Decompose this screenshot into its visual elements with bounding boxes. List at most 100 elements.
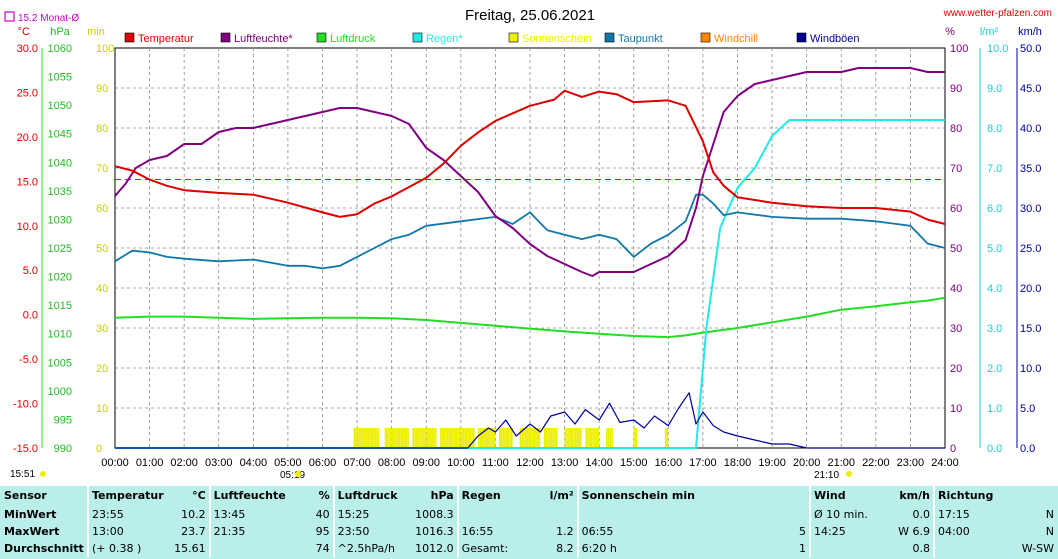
sunshine-bar — [415, 428, 418, 448]
wind-value: 0.8 — [912, 541, 931, 555]
percent-tick-label: 40 — [950, 283, 962, 295]
time-tick-label: 12:00 — [516, 457, 544, 469]
sunshine-bar — [606, 428, 608, 448]
sunshine-bar — [478, 428, 480, 448]
sunshine-bar — [398, 428, 401, 448]
percent-tick-label: 70 — [950, 163, 962, 175]
wind-tick-label: 5.0 — [1020, 403, 1035, 415]
rain-time: Gesamt: — [456, 540, 527, 557]
time-tick-label: 17:00 — [689, 457, 717, 469]
hdr-press: Luftdruck — [332, 486, 411, 506]
time-tick-label: 24:00 — [931, 457, 959, 469]
sunshine-bar — [543, 428, 546, 448]
dir-value: N — [1045, 524, 1054, 538]
sunshine-bar — [633, 428, 636, 448]
sunshine-bar — [576, 428, 579, 448]
celsius-tick-label: 25.0 — [17, 87, 38, 99]
sunshine-bar — [564, 428, 567, 448]
press-value: 1012.0 — [415, 541, 454, 555]
hdr-rain-unit: l/m² — [549, 489, 574, 502]
sunshine-bar — [362, 428, 364, 448]
sunshine-bar — [552, 428, 555, 448]
percent-tick-label: 30 — [950, 323, 962, 335]
hpa-tick-label: 1015 — [48, 300, 72, 312]
time-tick-label: 06:00 — [309, 457, 337, 469]
press-time: 23:50 — [332, 523, 411, 540]
hpa-tick-label: 1025 — [48, 243, 72, 255]
time-tick-label: 16:00 — [655, 457, 683, 469]
stats-header-row: Sensor Temperatur °C Luftfeuchte % Luftd… — [1, 486, 1057, 506]
sunshine-tick-label: 10 — [96, 403, 108, 415]
rain-tick-label: 5.0 — [987, 243, 1002, 255]
hpa-tick-label: 995 — [54, 414, 72, 426]
time-tick-label: 11:00 — [482, 457, 509, 469]
wind-time: Ø 10 min. — [809, 506, 887, 523]
dir-time: 17:15 — [933, 506, 1011, 523]
rain-tick-label: 8.0 — [987, 123, 1002, 135]
sunshine-bar — [355, 428, 357, 448]
sunrise-icon — [295, 471, 301, 477]
rain-tick-label: 1.0 — [987, 403, 1002, 415]
sunshine-bar — [573, 428, 575, 448]
rain-tick-label: 6.0 — [987, 203, 1002, 215]
hdr-rain: Regen — [456, 486, 527, 506]
sunshine-bar — [538, 428, 541, 448]
sunshine-bar — [374, 428, 376, 448]
sunshine-bar — [571, 428, 574, 448]
sunshine-bar — [550, 428, 553, 448]
rain-time — [456, 506, 527, 523]
sunshine-bar — [448, 428, 451, 448]
sunshine-bar — [509, 428, 511, 448]
sunshine-bar — [607, 428, 610, 448]
sunshine-bar — [429, 428, 432, 448]
sunshine-bar — [377, 428, 380, 448]
sunshine-bar — [357, 428, 359, 448]
hdr-sensor: Sensor — [4, 489, 47, 502]
sunshine-bar — [555, 428, 558, 448]
sunshine-bar — [593, 428, 596, 448]
sunshine-bar — [414, 428, 416, 448]
hdr-hum-unit: % — [318, 489, 330, 502]
sunshine-bar — [467, 428, 470, 448]
sunshine-bar — [372, 428, 375, 448]
dir-time — [933, 540, 1011, 557]
sunshine-bar — [421, 428, 423, 448]
sunshine-bar — [434, 428, 437, 448]
sun-time — [576, 506, 753, 523]
wind-tick-label: 30.0 — [1020, 203, 1041, 215]
sunshine-bar — [367, 428, 370, 448]
sunshine-bar — [488, 428, 491, 448]
sunshine-bar — [457, 428, 459, 448]
celsius-tick-label: 10.0 — [17, 221, 38, 233]
sunshine-bar — [578, 428, 581, 448]
sunshine-bar — [585, 428, 587, 448]
sunshine-bar — [531, 428, 534, 448]
hum-time: 21:35 — [208, 523, 297, 540]
hdr-wind-unit: km/h — [899, 489, 930, 502]
sunshine-bar — [504, 428, 506, 448]
statistics-table: Sensor Temperatur °C Luftfeuchte % Luftd… — [0, 486, 1058, 559]
sunshine-bar — [483, 428, 485, 448]
sunshine-bar — [460, 428, 463, 448]
hpa-tick-label: 1050 — [48, 100, 72, 112]
wind-time: 14:25 — [809, 523, 887, 540]
wind-tick-label: 15.0 — [1020, 323, 1041, 335]
website-label[interactable]: www.wetter-pfalzen.com — [943, 8, 1052, 19]
percent-tick-label: 100 — [950, 43, 968, 55]
sunshine-bar — [528, 428, 530, 448]
sunshine-bar — [391, 428, 394, 448]
rain-tick-label: 0.0 — [987, 443, 1002, 455]
time-tick-label: 01:00 — [136, 457, 164, 469]
sunshine-bar — [445, 428, 447, 448]
hpa-unit-label: hPa — [50, 26, 70, 38]
legend-label: Regen* — [426, 33, 463, 45]
sun-value — [752, 506, 810, 523]
time-tick-label: 09:00 — [412, 457, 440, 469]
sunshine-bar — [554, 428, 556, 448]
sunshine-bar — [360, 428, 363, 448]
wind-tick-label: 20.0 — [1020, 283, 1041, 295]
sunshine-bar — [358, 428, 361, 448]
hpa-tick-label: 1030 — [48, 214, 72, 226]
hpa-tick-label: 1045 — [48, 129, 72, 141]
sunshine-bar — [396, 428, 399, 448]
